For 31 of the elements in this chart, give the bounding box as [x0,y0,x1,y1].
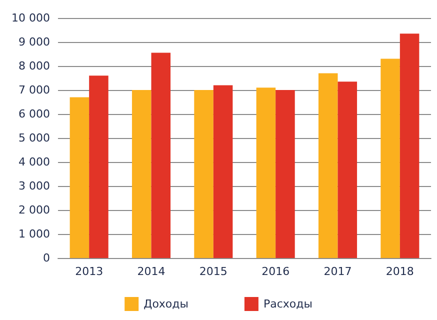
y-tick-label: 10 000 [12,12,50,24]
bar [400,34,420,258]
bar [276,90,295,258]
y-tick-label: 5 000 [18,132,50,144]
x-tick-label: 2018 [386,265,414,278]
bar [318,73,338,258]
y-tick-label: 8 000 [18,60,50,72]
bar [151,52,171,258]
bar [338,82,358,258]
legend-label: Расходы [263,298,312,310]
y-tick-label: 2 000 [18,204,50,216]
x-tick-label: 2013 [75,265,104,278]
y-tick-label: 9 000 [18,36,50,48]
bar [132,90,152,258]
y-tick-label: 7 000 [18,84,50,96]
x-tick-label: 2016 [262,265,290,278]
bar [213,85,233,258]
bar [256,88,276,258]
y-tick-label: 6 000 [18,108,50,120]
bar [194,90,214,258]
y-tick-label: 4 000 [18,156,50,168]
legend-label: Доходы [144,298,188,310]
bar [70,97,90,258]
x-tick-label: 2015 [199,265,228,278]
x-tick-label: 2014 [137,265,166,278]
x-tick-label: 2017 [324,265,352,278]
bar [380,58,400,258]
y-tick-label: 3 000 [18,180,50,192]
bar [89,76,108,258]
y-tick-label: 1 000 [18,228,50,240]
y-tick-label: 0 [43,252,50,264]
